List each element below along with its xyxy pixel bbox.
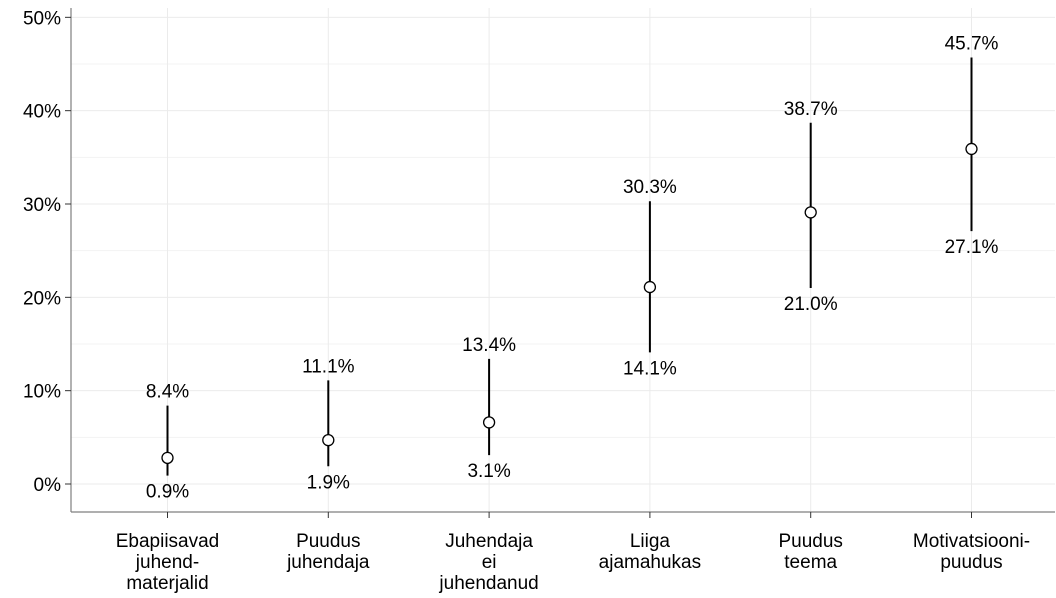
x-tick-label: Puudus juhendaja: [286, 531, 370, 573]
x-tick-label-line: Ebapiisavad: [116, 531, 220, 552]
point-marker: [643, 280, 657, 294]
x-tick-label-line: juhendanud: [438, 573, 538, 594]
x-tick-label-line: ei: [482, 552, 497, 573]
x-tick-label: Liiga ajamahukas: [599, 531, 701, 573]
point-marker: [322, 433, 335, 447]
upper-value-label: 8.4%: [146, 382, 189, 403]
x-tick-label-line: Puudus: [296, 531, 360, 552]
x-tick-label-line: Puudus: [778, 531, 842, 552]
lower-value-label: 27.1%: [945, 237, 999, 258]
point-marker: [161, 451, 174, 465]
lower-value-label: 14.1%: [623, 358, 677, 379]
marks: 8.4% 0.9% 11.1% 1.9% 13.4% 3.1% 30.3% 14.1% 38.7…: [146, 33, 999, 502]
lower-value-label: 0.9%: [146, 482, 189, 503]
x-tick-label-line: ajamahukas: [599, 552, 701, 573]
y-tick-label: 30%: [23, 195, 61, 216]
x-tick-label-line: Liiga: [630, 531, 671, 552]
x-tick-label-line: puudus: [940, 552, 1002, 573]
upper-value-label: 38.7%: [784, 99, 838, 120]
point-marker: [965, 142, 978, 156]
y-tick-label: 20%: [23, 288, 61, 309]
x-tick-label: Puudus teema: [778, 531, 842, 573]
x-tick-label: Ebapiisavad juhend-materjalid: [116, 531, 220, 594]
x-tick-label-line: Juhendaja: [445, 531, 533, 552]
x-tick-label-line: Motivatsiooni-: [913, 531, 1030, 552]
axes: 0% 10% 20% 30% 40% 50% Ebapiisavad juhend-mater…: [23, 8, 1055, 594]
y-tick-label: 10%: [23, 382, 61, 403]
lower-value-label: 3.1%: [467, 461, 510, 482]
x-tick-label: Juhendaja ei juhendanud: [438, 531, 538, 594]
lower-value-label: 1.9%: [307, 472, 350, 493]
x-tick-label-line: teema: [784, 552, 837, 573]
y-tick-label: 50%: [23, 8, 61, 29]
point-marker: [482, 416, 496, 429]
plot-panel: [71, 8, 1055, 512]
x-tick-label-line: materjalid: [126, 573, 208, 594]
upper-value-label: 45.7%: [945, 33, 999, 54]
upper-value-label: 30.3%: [623, 177, 677, 198]
y-tick-label: 0%: [34, 475, 62, 496]
lower-value-label: 21.0%: [784, 294, 838, 315]
upper-value-label: 13.4%: [462, 335, 516, 356]
x-tick-label: Motivatsiooni-puudus: [913, 531, 1030, 573]
x-tick-label-line: juhend-: [135, 552, 199, 573]
x-tick-label-line: juhendaja: [286, 552, 370, 573]
point-marker: [804, 206, 817, 219]
y-tick-label: 40%: [23, 102, 61, 123]
upper-value-label: 11.1%: [302, 356, 355, 377]
